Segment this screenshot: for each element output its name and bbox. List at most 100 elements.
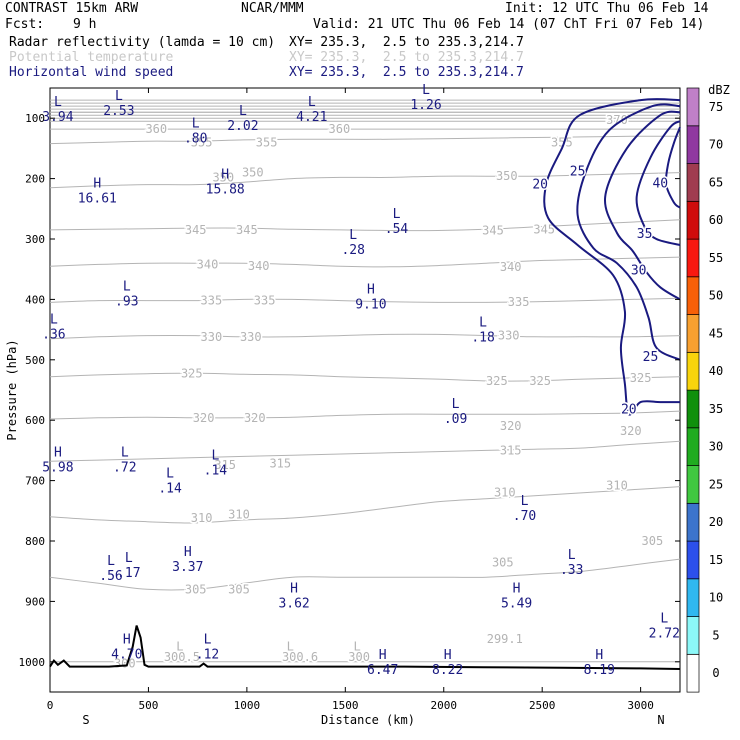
plot-frame <box>49 87 681 693</box>
theta-contour-label: 320 <box>500 419 522 433</box>
wind-contour-label: 25 <box>643 350 659 365</box>
theta-contour-label: 310 <box>191 511 213 525</box>
theta-contour-label: 355 <box>256 135 278 149</box>
theta-contour-label: 300 <box>114 657 136 671</box>
theta-contour-line <box>49 410 681 420</box>
theta-contour-label: 325 <box>529 374 551 388</box>
extremum-letter: L <box>115 89 123 104</box>
extremum-value: .12 <box>196 648 219 663</box>
theta-contour-label: 305 <box>185 582 207 596</box>
theta-contour-label: 345 <box>482 224 504 238</box>
extremum-letter: L <box>521 494 529 509</box>
extremum-value: 6.47 <box>367 663 398 678</box>
extremum-letter: L <box>211 449 219 464</box>
forecast-label: Fcst: <box>5 17 45 32</box>
y-tick-label: 1000 <box>19 656 46 669</box>
extremum-letter: L <box>349 228 357 243</box>
theta-contour-label: 310 <box>228 507 250 521</box>
colorbar-segment <box>686 578 700 617</box>
theta-contour-line <box>49 297 681 303</box>
extremum-value: .09 <box>444 412 467 427</box>
y-tick-label: 700 <box>25 475 45 488</box>
colorbar-level-label: 5 <box>712 628 719 642</box>
extremum-value: .72 <box>113 460 136 475</box>
extremum-letter: L <box>192 116 200 131</box>
wind-contour-line <box>635 120 681 246</box>
theta-contour-line <box>49 256 681 268</box>
x-axis-right-end-label: N <box>657 713 664 727</box>
extremum-letter: H <box>513 581 521 596</box>
y-axis-label: Pressure (hPa) <box>5 339 19 440</box>
theta-contour-label: 350 <box>212 170 234 184</box>
colorbar-segment <box>686 276 700 315</box>
wind-contour-line <box>576 103 681 361</box>
colorbar-segment <box>686 314 700 353</box>
extremum-value: .33 <box>560 563 583 578</box>
theta-contour-label: 315 <box>500 443 522 457</box>
extremum-value: 8.19 <box>584 663 615 678</box>
y-tick-label: 200 <box>25 173 45 186</box>
extremum-value: .93 <box>115 294 138 309</box>
wind-contours <box>543 98 681 416</box>
theta-contour-label: 320 <box>193 411 215 425</box>
colorbar-level-label: 20 <box>709 515 723 529</box>
extremum-value: .54 <box>385 222 409 237</box>
extremum-letter: H <box>221 168 229 183</box>
colorbar-unit-label: dBZ <box>708 83 730 97</box>
theta-contour-label: 340 <box>500 260 522 274</box>
theta-contour-line <box>49 135 681 145</box>
forecast-hour: 9 h <box>73 17 97 32</box>
colorbar-segment <box>686 200 700 240</box>
extremum-letter: L <box>204 633 212 648</box>
extremum-letter: H <box>290 581 298 596</box>
colorbar-segment <box>686 502 700 542</box>
theta-contour-label: 325 <box>181 367 203 381</box>
colorbar-level-label: 55 <box>709 251 723 265</box>
colorbar-level-label: 75 <box>709 100 723 114</box>
extremum-letter: H <box>379 648 387 663</box>
colorbar-level-label: 50 <box>709 289 723 303</box>
theta-contour-label: 315 <box>214 458 236 472</box>
theta-contour-label: 305 <box>492 556 514 570</box>
theta-contour-label: 330 <box>201 330 223 344</box>
extremum-letter: L <box>125 551 133 566</box>
extremum-value: 9.10 <box>355 297 386 312</box>
theta-contour-label: 335 <box>201 294 223 308</box>
theta-contour-line <box>49 440 681 462</box>
extremum-letter: L <box>660 612 668 627</box>
extremum-value: 5.98 <box>42 460 73 475</box>
colorbar-segment <box>686 87 700 127</box>
extremum-letter: H <box>93 177 101 192</box>
colorbar-level-label: 10 <box>709 591 723 605</box>
extremum-letter: H <box>123 633 131 648</box>
extremum-value: 16.61 <box>78 192 117 207</box>
colorbar-level-label: 15 <box>709 553 723 567</box>
extremum-letter: L <box>123 279 131 294</box>
colorbar-level-label: 45 <box>709 326 723 340</box>
axes: 0 500 1000 1500 2000 2500 3000 100 200 300 400 500 6… <box>19 88 680 712</box>
colorbar-segment <box>686 616 700 655</box>
wind-contour-label: 35 <box>637 227 653 242</box>
extremum-letter: L <box>107 554 115 569</box>
theta-contour-label: 350 <box>496 169 518 183</box>
theta-contour-line <box>49 486 681 524</box>
colorbar-level-label: 30 <box>709 440 723 454</box>
wind-contour-labels: 20 25 40 35 30 25 20 <box>531 163 670 419</box>
extremum-value: .17 <box>117 566 140 581</box>
wind-contour-line <box>604 110 681 301</box>
extremum-value: .70 <box>513 509 536 524</box>
theta-contour-label: L <box>353 640 360 654</box>
wind-contour-line <box>543 98 681 416</box>
theta-contours <box>49 99 681 663</box>
colorbar-level-label: 40 <box>709 364 723 378</box>
theta-contour-label: 325 <box>630 371 652 385</box>
extremum-value: 3.94 <box>42 110 73 125</box>
y-tick-label: 900 <box>25 595 45 608</box>
extremum-value: 2.02 <box>227 119 258 134</box>
wind-contour-label: 25 <box>570 164 586 179</box>
colorbar-segment <box>686 540 700 580</box>
init-time: Init: 12 UTC Thu 06 Feb 14 <box>505 1 709 16</box>
y-tick-label: 600 <box>25 414 45 427</box>
extremum-value: 8.22 <box>432 663 463 678</box>
field-reflectivity-xy: XY= 235.3, 2.5 to 235.3,214.7 <box>289 35 524 50</box>
